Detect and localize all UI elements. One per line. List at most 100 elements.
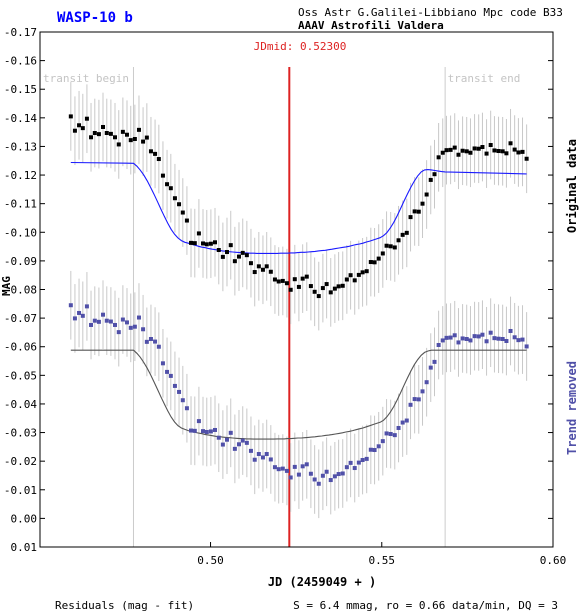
- detrended-point: [96, 319, 101, 324]
- detrended-point: [268, 457, 273, 462]
- y-tick-label: -0.05: [4, 369, 37, 382]
- original-point: [496, 149, 501, 154]
- detrended-point: [340, 471, 345, 476]
- detrended-point: [496, 336, 501, 341]
- original-point: [388, 244, 393, 249]
- original-point: [352, 278, 357, 283]
- original-point: [280, 278, 285, 283]
- observatory-label: Oss Astr G.Galilei-Libbiano Mpc code B33: [298, 6, 563, 19]
- detrended-point: [260, 455, 265, 460]
- y-tick-label: 0.01: [11, 541, 38, 554]
- y-tick-label: -0.07: [4, 312, 37, 325]
- original-point: [416, 209, 421, 214]
- detrended-point: [452, 333, 457, 338]
- transit-end-label: transit end: [448, 72, 521, 85]
- detrended-point: [352, 466, 357, 471]
- detrended-point: [436, 343, 441, 348]
- detrended-point: [380, 439, 385, 444]
- original-point: [216, 248, 221, 253]
- original-point: [272, 277, 277, 282]
- original-point: [244, 253, 249, 258]
- y-tick-label: -0.16: [4, 55, 37, 68]
- original-point: [520, 149, 525, 154]
- y-tick-label: -0.12: [4, 169, 37, 182]
- detrended-point: [128, 325, 133, 330]
- detrended-point: [72, 316, 77, 321]
- statistics-label: S = 6.4 mmag, ro = 0.66 data/min, DQ = 3: [293, 599, 558, 612]
- detrended-point: [92, 318, 97, 323]
- original-point: [308, 284, 313, 289]
- original-point: [512, 147, 517, 152]
- original-point: [468, 150, 473, 155]
- detrended-point: [232, 446, 237, 451]
- detrended-point: [104, 318, 109, 323]
- detrended-point: [252, 457, 257, 462]
- detrended-point: [77, 310, 82, 315]
- original-data-label: Original data: [565, 139, 579, 233]
- original-point: [77, 123, 82, 128]
- detrended-point: [141, 327, 146, 332]
- original-point: [484, 151, 489, 156]
- detrended-point: [220, 442, 225, 447]
- original-point: [436, 155, 441, 160]
- original-point: [80, 126, 85, 131]
- axis-ticks: -0.17 -0.16 -0.15 -0.14 -0.13 -0.12 -0.11 -0.10…: [4, 26, 566, 567]
- detrended-point: [404, 418, 409, 423]
- detrended-point: [344, 465, 349, 470]
- detrended-point: [116, 330, 121, 335]
- x-tick-label: 0.60: [540, 554, 567, 567]
- original-point: [492, 148, 497, 153]
- detrended-point: [488, 330, 493, 335]
- detrended-point: [460, 336, 465, 341]
- original-point: [448, 147, 453, 152]
- detrended-point: [89, 322, 94, 327]
- detrended-point: [360, 458, 365, 463]
- original-fit-curve: [70, 161, 527, 254]
- detrended-point: [504, 339, 509, 343]
- original-point: [504, 151, 509, 156]
- detrended-point: [256, 452, 261, 457]
- original-point: [208, 241, 213, 246]
- x-tick-label: 0.55: [369, 554, 396, 567]
- detrended-point: [248, 448, 253, 453]
- original-point: [68, 114, 73, 119]
- x-tick-label: 0.50: [197, 554, 224, 567]
- y-tick-label: -0.10: [4, 226, 37, 239]
- detrended-point: [440, 338, 445, 343]
- original-point: [168, 186, 173, 191]
- original-point: [108, 131, 113, 136]
- original-point: [248, 261, 253, 266]
- original-point: [300, 276, 305, 281]
- original-point: [72, 128, 77, 133]
- detrended-point: [300, 464, 305, 469]
- detrended-point: [101, 312, 106, 317]
- original-point: [172, 196, 177, 201]
- original-point: [268, 269, 273, 274]
- detrended-point: [448, 335, 453, 340]
- detrended-fit-curve: [70, 349, 527, 440]
- original-point: [428, 177, 433, 182]
- reference-lines: [132, 67, 446, 547]
- detrended-point: [168, 373, 173, 378]
- original-point: [84, 116, 89, 121]
- transit-begin-label: transit begin: [43, 72, 129, 85]
- detrended-point: [412, 397, 417, 402]
- detrended-point: [472, 334, 477, 339]
- original-point: [400, 232, 405, 237]
- original-point: [101, 124, 106, 129]
- original-point: [156, 157, 161, 162]
- detrended-point: [400, 420, 405, 425]
- y-axis-title: MAG: [0, 276, 13, 296]
- detrended-point: [180, 398, 185, 403]
- detrended-point: [364, 456, 369, 461]
- original-point: [460, 148, 465, 153]
- original-point: [89, 135, 94, 140]
- detrended-point: [228, 430, 233, 435]
- detrended-point: [356, 460, 361, 465]
- original-point: [316, 294, 321, 299]
- original-point: [368, 260, 373, 265]
- detrended-point: [468, 338, 473, 343]
- detrended-point: [240, 438, 245, 443]
- detrended-point: [177, 389, 182, 394]
- detrended-point: [500, 336, 505, 341]
